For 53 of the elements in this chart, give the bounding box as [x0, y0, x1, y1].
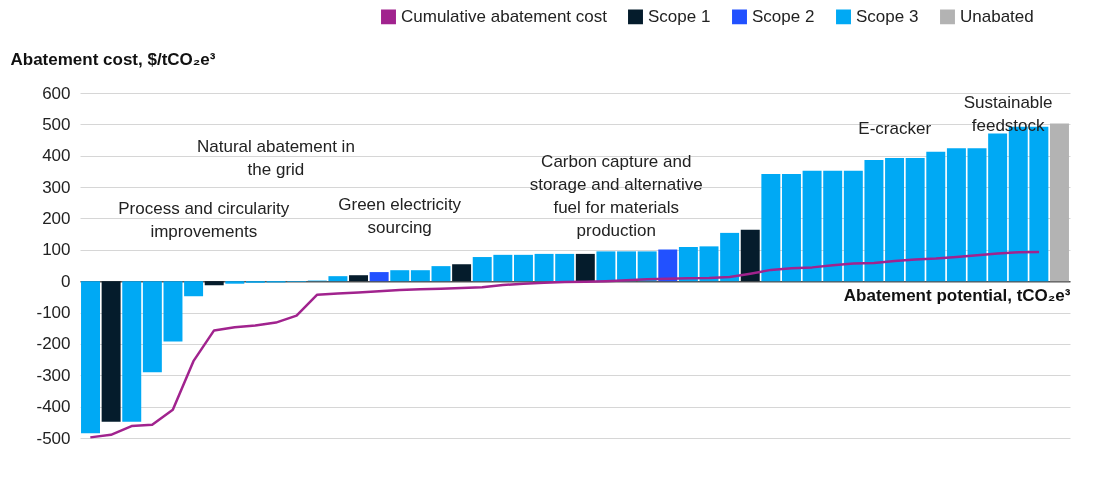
y-tick-label: -300: [36, 365, 71, 385]
annotation: Green electricity sourcing: [338, 194, 462, 237]
bar: [390, 270, 410, 282]
bar: [184, 281, 204, 297]
legend-label: Cumulative abatement cost: [401, 6, 608, 26]
bar: [431, 266, 451, 282]
bar: [81, 281, 100, 434]
bar: [101, 281, 121, 422]
y-tick-label: -400: [36, 397, 71, 417]
bar: [575, 253, 595, 282]
annotation: Carbon capture and storage and alternative fuel for materials production: [529, 152, 703, 241]
bar: [349, 275, 369, 282]
y-tick-label: 300: [42, 177, 71, 197]
bar: [740, 229, 760, 282]
legend-label: Scope 2: [752, 6, 815, 26]
legend-label: Unabated: [960, 6, 1034, 26]
bar: [328, 276, 348, 282]
bar: [410, 270, 430, 282]
bar: [781, 173, 801, 282]
bar: [596, 251, 616, 282]
annotation: Sustainable feedstock: [963, 92, 1053, 135]
bar: [1050, 123, 1069, 282]
y-tick-label: -100: [36, 303, 71, 323]
bar: [699, 246, 719, 282]
bar: [946, 148, 966, 282]
annotation: Natural abatement in the grid: [197, 136, 355, 179]
legend-label: Scope 1: [648, 6, 711, 26]
y-tick-label: -500: [36, 428, 71, 448]
bar: [513, 254, 533, 282]
y-tick-label: 200: [42, 208, 71, 228]
bar: [369, 272, 389, 282]
bar: [452, 264, 472, 282]
y-tick-label: 100: [42, 240, 71, 260]
y-tick-label: -200: [36, 334, 71, 354]
bar: [720, 232, 740, 282]
bar: [678, 247, 698, 282]
annotation: E-cracker: [858, 119, 932, 139]
bar: [204, 281, 224, 286]
y-tick-label: 0: [61, 271, 71, 291]
legend-label: Scope 3: [856, 6, 919, 26]
x-axis-title: Abatement potential, tCO₂e³: [843, 285, 1071, 305]
bar: [761, 173, 781, 282]
bar: [637, 251, 657, 282]
bar: [885, 157, 905, 282]
y-tick-label: 400: [42, 146, 71, 166]
bar: [225, 281, 245, 284]
y-axis-title: Abatement cost, $/tCO₂e³: [10, 49, 216, 69]
bar: [617, 251, 637, 282]
y-tick-label: 600: [42, 83, 71, 103]
bar: [658, 249, 678, 282]
y-tick-label: 500: [42, 114, 71, 134]
bar: [122, 281, 142, 422]
annotation: Process and circularity improvements: [118, 199, 290, 242]
